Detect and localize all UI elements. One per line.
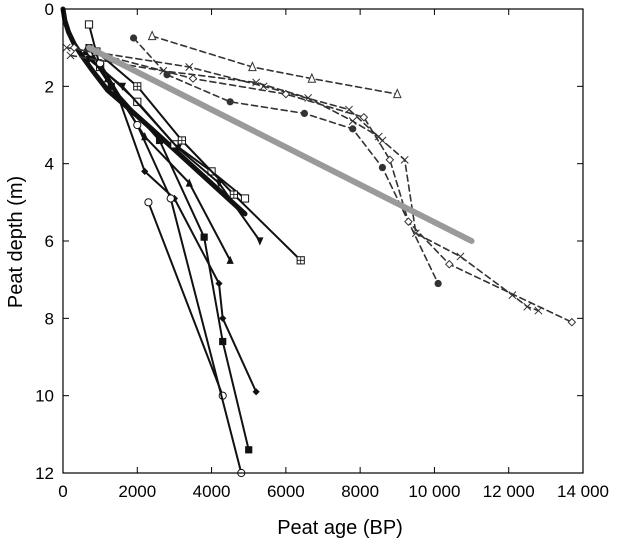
data-point (133, 82, 141, 90)
y-tick-label: 6 (45, 232, 54, 251)
data-point (297, 256, 305, 264)
data-point (185, 63, 194, 71)
y-tick-label: 8 (45, 309, 54, 328)
series-12 (147, 30, 402, 99)
data-point (248, 61, 257, 72)
x-tick-label: 6000 (267, 482, 305, 501)
data-point (304, 93, 313, 102)
series-line (69, 54, 380, 138)
data-point (256, 237, 264, 246)
data-point (219, 314, 227, 322)
series-line (99, 62, 243, 474)
x-tick-label: 8000 (341, 482, 379, 501)
y-axis-title: Peat depth (m) (5, 176, 27, 308)
data-point (118, 82, 127, 91)
data-point (129, 34, 138, 42)
data-point (444, 259, 454, 269)
data-point (349, 125, 357, 133)
data-point (434, 279, 442, 288)
data-point (147, 30, 157, 41)
data-point (245, 446, 253, 454)
data-point (84, 20, 94, 29)
y-tick-label: 12 (35, 464, 54, 483)
x-tick-label: 2000 (118, 482, 156, 501)
data-point (144, 198, 153, 207)
data-point (166, 194, 175, 203)
data-point (456, 252, 465, 261)
data-point (185, 178, 193, 187)
data-point (155, 136, 164, 145)
y-tick-label: 2 (45, 77, 54, 96)
series-15 (86, 44, 475, 244)
data-point (62, 43, 71, 52)
data-point (385, 155, 395, 165)
data-point (215, 279, 223, 288)
data-point (392, 88, 402, 99)
data-point (200, 233, 208, 241)
data-point (141, 167, 149, 175)
series-line (60, 6, 248, 217)
x-tick-label: 4000 (193, 482, 231, 501)
data-point (400, 155, 409, 164)
data-point (508, 291, 517, 300)
data-point (188, 74, 198, 83)
data-series (60, 6, 577, 478)
data-point (281, 89, 291, 99)
x-tick-label: 14 000 (557, 482, 609, 501)
data-point (348, 117, 357, 126)
data-point (66, 51, 75, 60)
series-11 (129, 34, 442, 288)
series-9 (96, 59, 246, 478)
y-tick-label: 10 (35, 387, 54, 406)
data-point (252, 388, 260, 396)
data-point (178, 136, 186, 145)
data-point (523, 302, 532, 311)
data-point (359, 112, 369, 122)
y-tick-label: 0 (45, 0, 54, 19)
data-point (567, 317, 577, 327)
data-point (378, 163, 387, 172)
series-line (147, 201, 224, 397)
data-point (230, 191, 238, 199)
data-point (226, 98, 234, 106)
data-point (404, 217, 413, 226)
y-tick-label: 4 (45, 155, 54, 174)
series-14 (66, 51, 383, 141)
data-point (240, 194, 250, 203)
x-tick-label: 12 000 (483, 482, 535, 501)
data-point (252, 78, 261, 87)
data-point (69, 43, 79, 52)
axis-ticks: 0 2000 4000 6000 8000 10 000 12 000 14 000 0 2 4 6 8… (35, 0, 609, 501)
series-1 (60, 6, 248, 217)
data-point (133, 120, 142, 130)
data-point (159, 66, 168, 75)
data-point (374, 132, 383, 141)
x-axis-title: Peat age (BP) (277, 517, 403, 539)
x-tick-label: 0 (58, 482, 67, 501)
x-tick-label: 10 000 (408, 482, 460, 501)
series-line (151, 35, 399, 95)
data-point (174, 144, 182, 153)
data-point (219, 337, 227, 346)
data-point (307, 72, 317, 83)
data-point (226, 255, 234, 264)
series-line (86, 44, 475, 244)
series-7 (92, 47, 305, 265)
plot-frame (62, 8, 584, 474)
data-point (300, 109, 309, 117)
